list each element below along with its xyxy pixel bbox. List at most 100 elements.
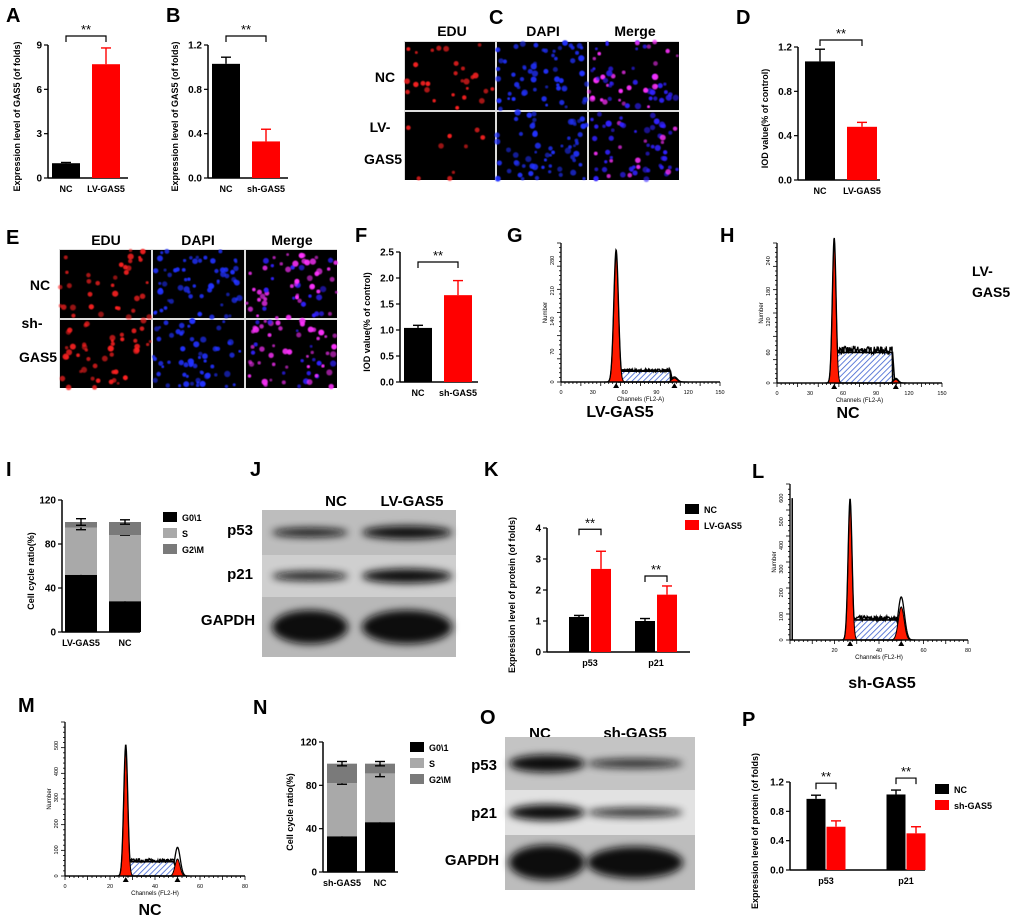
cell-nucleus [534, 142, 541, 149]
cell-nucleus [271, 362, 276, 367]
cell-nucleus [306, 371, 311, 376]
protein-band [587, 846, 683, 879]
cell-nucleus [86, 278, 92, 284]
cell-nucleus [597, 111, 602, 117]
bar-chart-D: 0.0 0.4 0.8 1.2 IOD value(% of control) NC LV-… [760, 26, 881, 196]
significance-label: ** [81, 22, 91, 37]
cell-nucleus [667, 165, 672, 170]
cell-nucleus [570, 169, 577, 176]
cell-nucleus [494, 132, 500, 138]
bar-segment-S [65, 527, 97, 575]
cell-nucleus [116, 381, 120, 385]
cell-nucleus [604, 160, 608, 164]
cell-nucleus [672, 126, 678, 131]
cell-nucleus [527, 68, 533, 74]
cell-nucleus [192, 258, 198, 265]
cell-nucleus [247, 374, 252, 378]
cell-nucleus [158, 325, 162, 329]
cell-nucleus [648, 96, 653, 101]
cell-nucleus [541, 96, 547, 102]
cell-nucleus [261, 300, 268, 307]
cell-nucleus [297, 298, 302, 304]
cell-nucleus [270, 277, 275, 281]
cell-nucleus [301, 253, 306, 258]
cell-nucleus [232, 383, 236, 387]
bar-NC-p21 [635, 621, 655, 652]
cell-nucleus [133, 338, 138, 343]
cell-nucleus [556, 85, 561, 91]
cell-nucleus [161, 281, 168, 287]
cell-nucleus [212, 346, 218, 352]
cell-nucleus [608, 83, 613, 88]
micrograph-dapi [152, 318, 244, 389]
panel-label-A: A [6, 5, 20, 27]
cell-nucleus [275, 320, 281, 326]
protein-band [362, 568, 452, 584]
bar-NC [212, 63, 240, 178]
panel-label-B: B [166, 5, 180, 27]
cell-nucleus [495, 66, 501, 72]
cell-nucleus [594, 167, 599, 172]
cell-nucleus [643, 176, 650, 183]
x-tick-label: 60 [622, 390, 628, 396]
cell-nucleus [83, 323, 88, 328]
row-label-lv-gas5-line1: LV- [370, 119, 391, 135]
cell-nucleus [646, 143, 650, 148]
x-tick-label: 150 [937, 391, 946, 397]
cell-nucleus [572, 144, 576, 148]
cell-nucleus [187, 277, 191, 281]
cell-nucleus [545, 103, 549, 107]
cell-nucleus [549, 153, 552, 157]
cell-nucleus [64, 346, 69, 350]
cell-nucleus [453, 71, 458, 76]
cell-nucleus [275, 315, 279, 320]
x-tick-label: 40 [152, 884, 158, 890]
cell-nucleus [432, 99, 436, 103]
cell-nucleus [528, 170, 534, 177]
cell-nucleus [425, 81, 431, 87]
cell-nucleus [519, 41, 526, 47]
cell-nucleus [593, 151, 598, 156]
cell-nucleus [599, 98, 604, 102]
y-tick-label: 4 [535, 524, 541, 535]
cell-nucleus [672, 94, 679, 101]
cell-nucleus [601, 166, 608, 173]
cell-nucleus [635, 47, 639, 51]
panel-label-M: M [18, 695, 35, 717]
cell-nucleus [110, 339, 114, 343]
cell-nucleus [574, 141, 579, 146]
bar-LV-GAS5 [92, 64, 120, 178]
cell-nucleus [534, 175, 540, 181]
cell-nucleus [197, 258, 203, 263]
cell-nucleus [665, 168, 672, 175]
cell-nucleus [210, 258, 216, 264]
cell-nucleus [541, 165, 545, 170]
y-tick-label: 120 [39, 496, 56, 507]
column-header-merge: Merge [271, 232, 312, 248]
cell-nucleus [306, 379, 313, 385]
cell-nucleus [71, 313, 76, 318]
legend-label: NC [954, 785, 967, 795]
x-tick-label: p21 [898, 876, 914, 886]
column-header-dapi: DAPI [526, 23, 559, 39]
x-tick-label: 20 [107, 884, 113, 890]
legend-label: S [429, 759, 435, 769]
cell-nucleus [156, 371, 161, 377]
cell-nucleus [463, 78, 470, 85]
cell-nucleus [511, 72, 516, 77]
cell-nucleus [531, 121, 536, 126]
cell-nucleus [182, 372, 187, 377]
cell-nucleus [314, 255, 319, 260]
y-axis-label: Number [772, 551, 778, 572]
cell-nucleus [295, 293, 300, 297]
histogram-H: 0 30 60 90 120 150 0 60 120 180 240 Channels (FL2-A… [759, 237, 947, 422]
column-header-dapi: DAPI [181, 232, 214, 248]
x-axis-label: Channels (FL2-H) [131, 891, 179, 897]
cell-nucleus [298, 264, 305, 271]
cell-nucleus [163, 268, 167, 272]
cell-nucleus [438, 143, 444, 149]
cell-nucleus [285, 266, 292, 273]
cell-nucleus [632, 170, 638, 176]
x-tick-label: 120 [904, 391, 913, 397]
cell-nucleus [156, 336, 162, 342]
